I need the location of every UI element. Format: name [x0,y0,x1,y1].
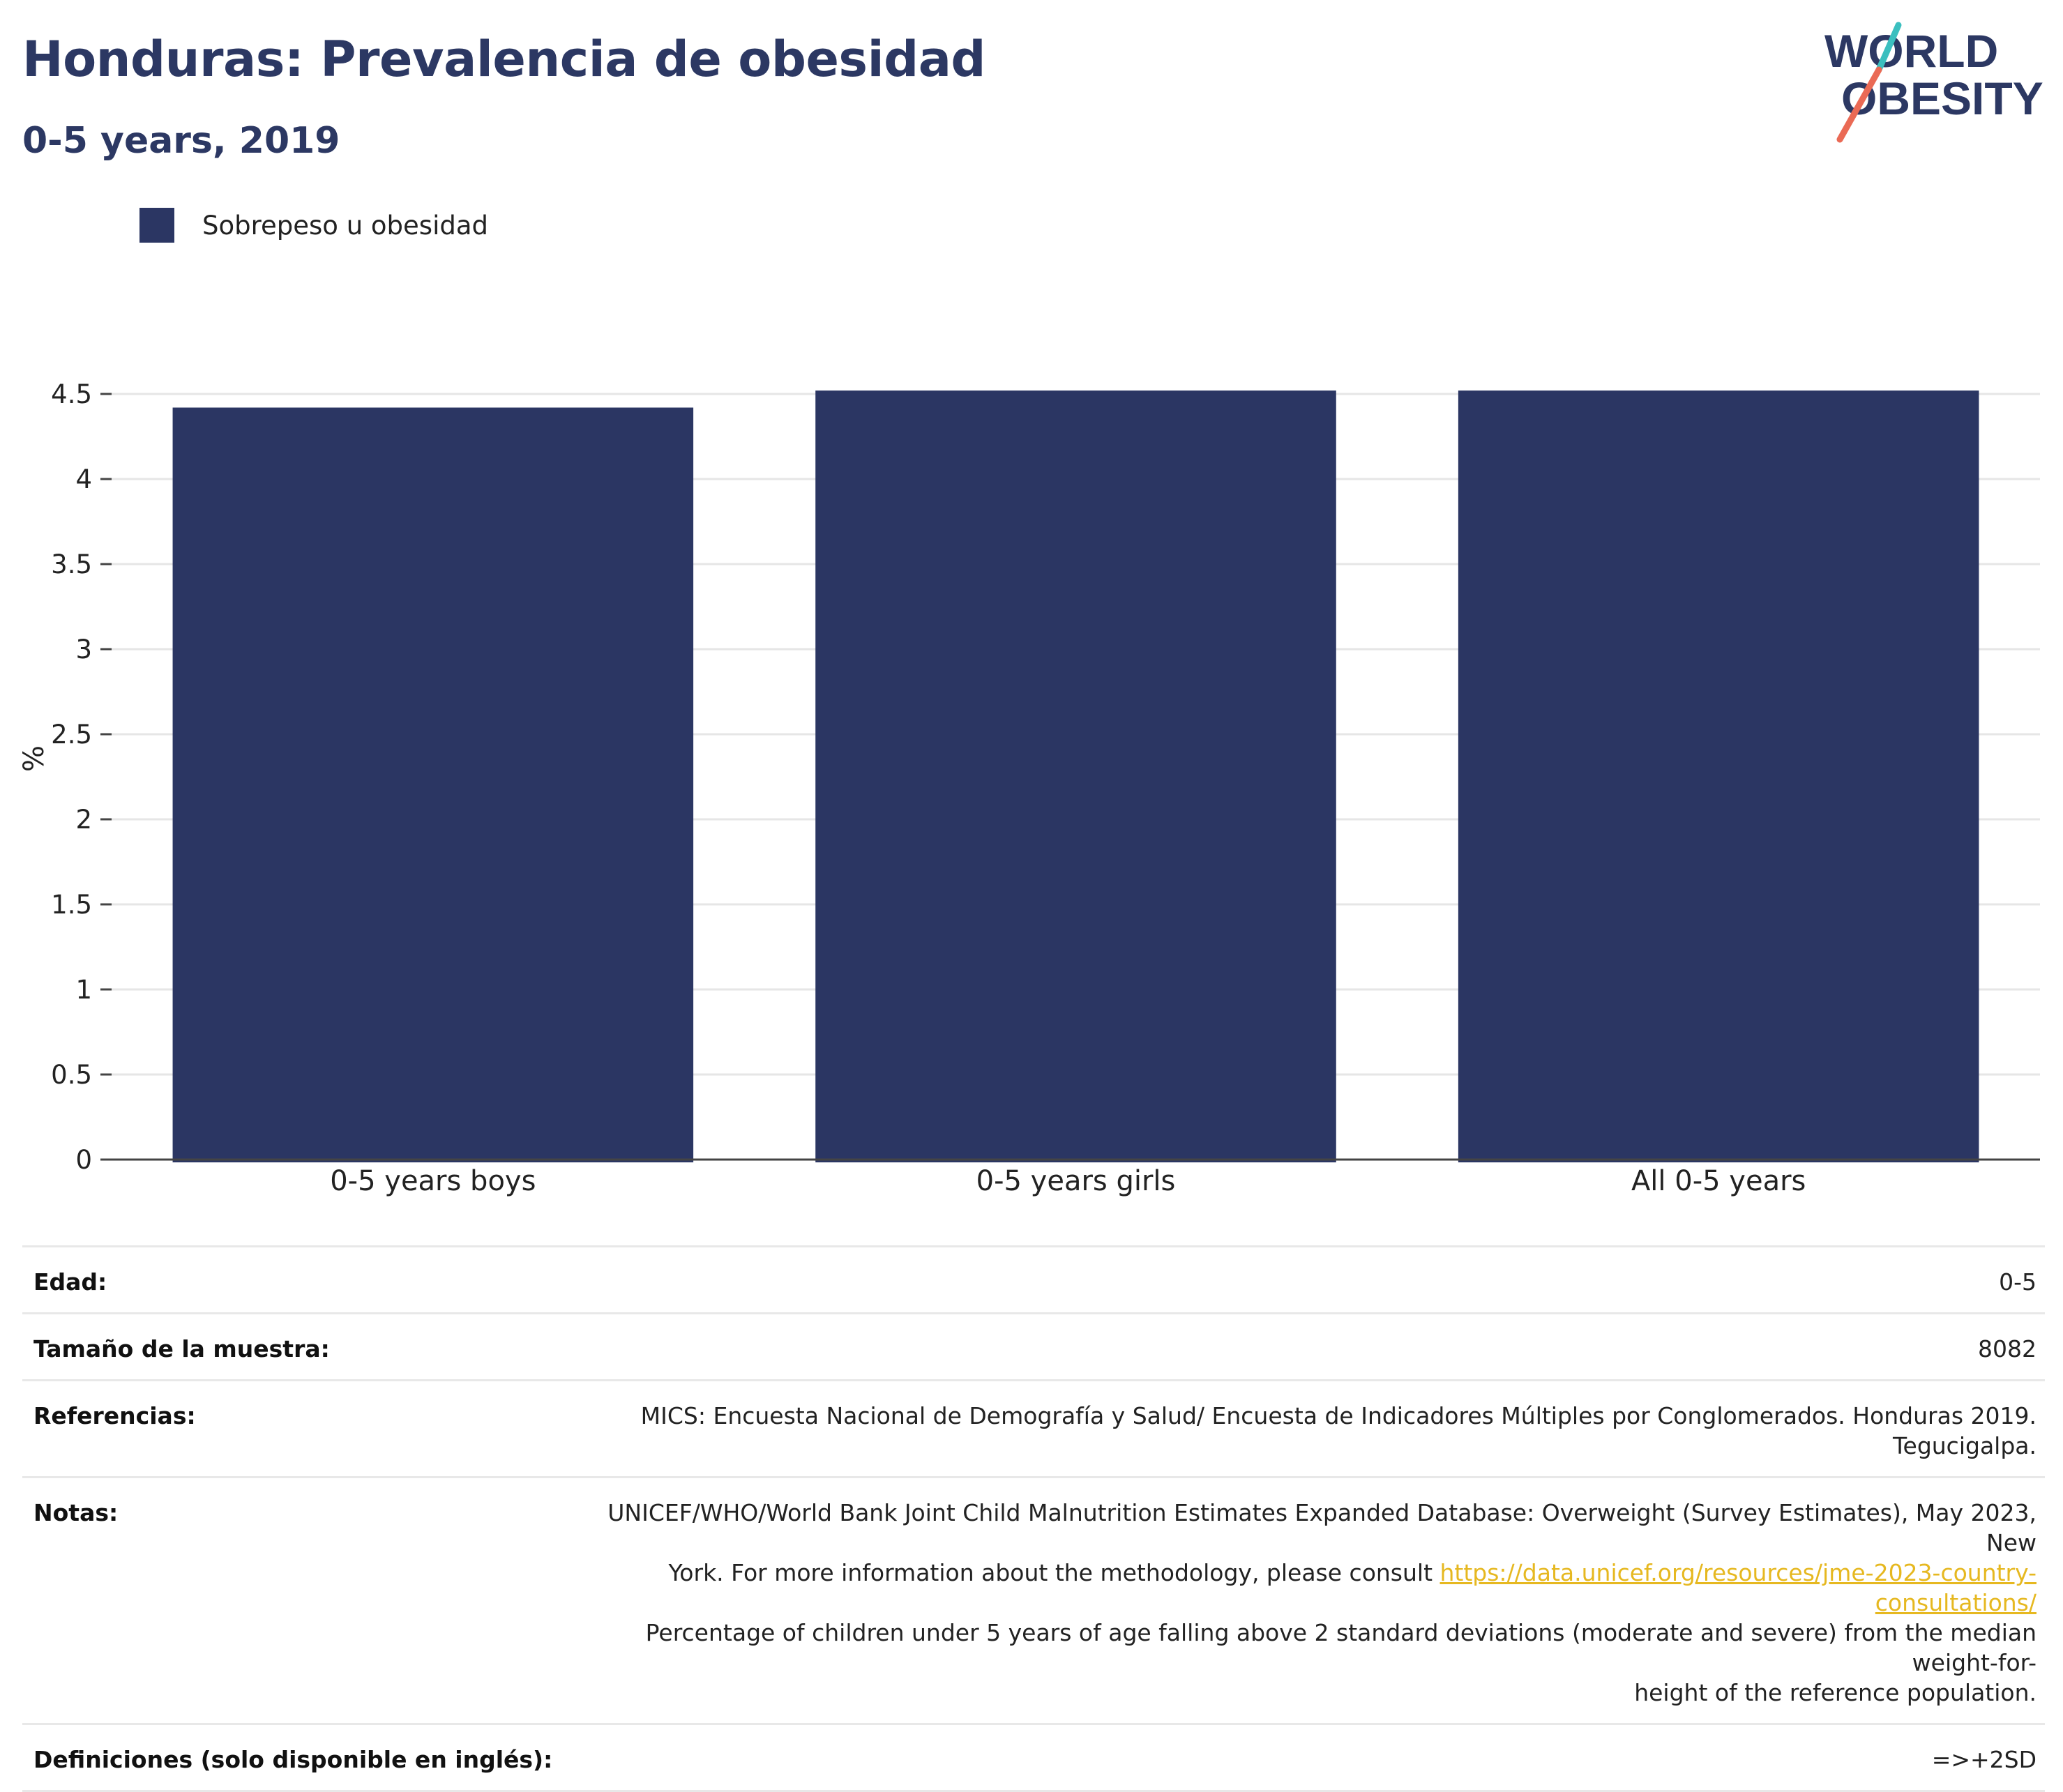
bar-3[interactable] [1458,390,1979,1162]
y-tick-label: 2.5 [51,720,92,750]
bar-2[interactable] [815,390,1336,1162]
meta-label: Referencias: [22,1379,561,1478]
world-obesity-logo: WORLD OBESITY [1824,22,2043,143]
meta-value: =>+2SD [561,1723,2045,1792]
y-tick-label: 3 [75,635,92,665]
meta-label: Tamaño de la muestra: [22,1312,561,1381]
y-tick-label: 3.5 [51,549,92,579]
x-tick-label: 0-5 years boys [330,1165,536,1197]
y-tick-label: 2 [75,805,92,835]
y-tick-label: 4 [75,464,92,494]
y-axis-label: % [18,745,50,772]
legend-swatch [139,208,174,243]
chart-title: Honduras: Prevalencia de obesidad [22,31,986,88]
metadata-table: Edad: 0-5 Tamaño de la muestra: 8082 Ref… [22,1245,2045,1792]
meta-row-definitions: Definiciones (solo disponible en inglés)… [22,1723,2045,1792]
meta-value: MICS: Encuesta Nacional de Demografía y … [561,1379,2045,1478]
logo-slash-coral [1836,66,1882,143]
methodology-link[interactable]: https://data.unicef.org/resources/jme-20… [1439,1559,2037,1616]
chart-subtitle: 0-5 years, 2019 [22,120,340,162]
meta-notes-value: UNICEF/WHO/World Bank Joint Child Malnut… [561,1476,2045,1724]
bar-1[interactable] [172,407,694,1162]
y-tick-label: 1.5 [51,890,92,920]
logo-slash-teal [1875,22,1902,73]
meta-label: Definiciones (solo disponible en inglés)… [22,1723,561,1792]
meta-label: Notas: [22,1476,561,1724]
y-tick-label: 0 [75,1145,92,1175]
y-tick-label: 4.5 [51,379,92,409]
bar-chart: 0 0.5 1 1.5 2 2.5 3 3.5 4 4.5 0-5 years boys 0-5 y… [18,379,2040,1197]
meta-row-notes: Notas: UNICEF/WHO/World Bank Joint Child… [22,1476,2045,1724]
y-tick-label: 0.5 [51,1060,92,1090]
x-tick-label: 0-5 years girls [976,1165,1176,1197]
x-tick-label: All 0-5 years [1631,1165,1806,1197]
notes-text: Percentage of children under 5 years of … [645,1619,2036,1676]
chart-legend[interactable]: Sobrepeso u obesidad [139,208,488,243]
notes-text: height of the reference population. [1634,1679,2036,1706]
meta-row-age: Edad: 0-5 [22,1245,2045,1314]
meta-row-sample: Tamaño de la muestra: 8082 [22,1312,2045,1381]
logo-word-line1: WORLD [1824,25,1998,77]
meta-value: 0-5 [561,1245,2045,1314]
notes-text: UNICEF/WHO/World Bank Joint Child Malnut… [607,1499,2036,1556]
notes-text: York. For more information about the met… [668,1559,1440,1586]
meta-row-references: Referencias: MICS: Encuesta Nacional de … [22,1379,2045,1478]
meta-label: Edad: [22,1245,561,1314]
meta-value: 8082 [561,1312,2045,1381]
legend-label: Sobrepeso u obesidad [202,210,488,241]
y-tick-label: 1 [75,975,92,1005]
